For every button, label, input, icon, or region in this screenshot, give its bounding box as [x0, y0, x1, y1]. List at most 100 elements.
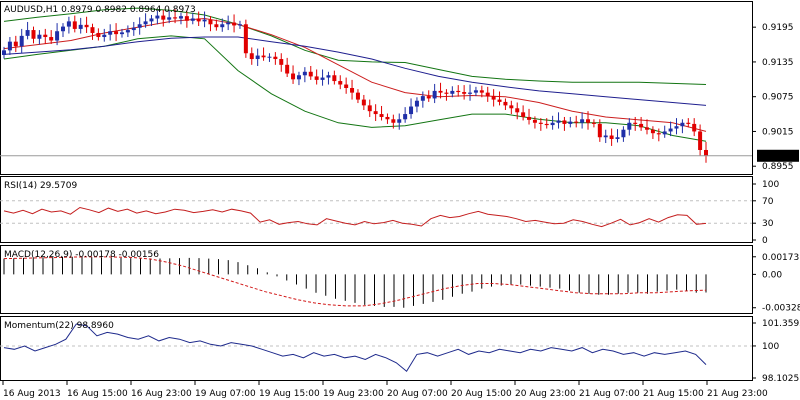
- momentum-line: [3, 323, 707, 373]
- candle-body: [7, 41, 12, 51]
- candle-body: [621, 129, 626, 138]
- candle-body: [704, 149, 708, 156]
- candle-body: [686, 122, 691, 124]
- candle-body: [550, 122, 555, 126]
- candle-body: [338, 81, 343, 85]
- candle-body: [479, 90, 484, 93]
- momentum-panel-title: Momentum(22) 98.8960: [4, 321, 114, 331]
- macd-tick-label: -0.00328: [762, 304, 800, 314]
- candle-body: [485, 92, 490, 97]
- candle-body: [597, 123, 602, 138]
- momentum-series: [3, 323, 707, 373]
- candle-body: [650, 129, 655, 134]
- candle-body: [90, 27, 95, 33]
- macd-signal-line: [3, 256, 707, 307]
- candle-body: [31, 30, 36, 39]
- candle-body: [568, 121, 573, 124]
- candle-body: [361, 99, 366, 106]
- candle-body: [267, 56, 272, 58]
- time-tick-label: 19 Aug 07:00: [195, 389, 256, 399]
- candle-body: [178, 16, 183, 19]
- momentum-tick-label: 101.3592: [762, 319, 800, 329]
- candle-body: [131, 27, 136, 31]
- candle-body: [173, 17, 178, 19]
- candle-body: [432, 90, 437, 99]
- rsi-panel-title: RSI(14) 29.5709: [4, 181, 77, 191]
- momentum-tick-label: 98.1025: [762, 374, 799, 384]
- candle-body: [645, 127, 650, 130]
- candle-body: [373, 111, 378, 115]
- candle-body: [586, 119, 591, 123]
- candle-body: [155, 15, 160, 19]
- candle-body: [149, 18, 154, 22]
- candle-body: [450, 90, 455, 94]
- candle-body: [143, 21, 148, 25]
- candle-body: [84, 24, 89, 28]
- candle-body: [96, 32, 101, 38]
- candle-body: [190, 18, 195, 21]
- rsi-series: [3, 206, 707, 228]
- time-tick-label: 21 Aug 23:00: [707, 389, 768, 399]
- candle-body: [226, 22, 231, 25]
- candle-body: [627, 122, 632, 130]
- candle-body: [527, 116, 532, 120]
- bollinger-lower-line: [3, 35, 707, 142]
- candle-body: [55, 31, 60, 41]
- candle-body: [426, 96, 431, 99]
- macd-histogram: [3, 256, 707, 308]
- candle-body: [456, 90, 461, 93]
- candle-body: [562, 120, 567, 124]
- candle-body: [438, 90, 443, 93]
- main-tick-label: 0.8955: [762, 162, 794, 172]
- candle-body: [273, 56, 278, 60]
- time-tick-label: 19 Aug 23:00: [323, 389, 384, 399]
- macd-panel-title: MACD(12,26,9) -0.00178 -0.00156: [4, 250, 159, 260]
- candle-body: [184, 16, 189, 21]
- candle-body: [420, 96, 425, 101]
- current-price-marker: [757, 149, 799, 162]
- time-tick-label: 20 Aug 23:00: [515, 389, 576, 399]
- momentum-y-axis: 101.3592 100 98.1025: [0, 319, 800, 384]
- candle-body: [674, 126, 679, 129]
- candle-body: [2, 50, 6, 55]
- candle-body: [379, 114, 384, 117]
- candle-body: [72, 21, 77, 29]
- candle-body: [237, 24, 242, 26]
- candle-body: [255, 55, 260, 60]
- candle-body: [532, 119, 537, 123]
- candle-body: [125, 30, 130, 33]
- momentum-panel-frame: [0, 316, 753, 381]
- candle-body: [662, 131, 667, 135]
- candle-body: [462, 92, 467, 94]
- main-tick-label: 0.9015: [762, 127, 794, 137]
- candle-body: [615, 137, 620, 139]
- candle-body: [202, 19, 207, 22]
- macd-y-axis: 0.00173 0.00 -0.00328: [752, 253, 800, 314]
- candle-body: [114, 31, 119, 35]
- candle-body: [544, 123, 549, 126]
- candle-body: [591, 122, 596, 124]
- candle-body: [491, 96, 496, 100]
- candle-body: [633, 122, 638, 124]
- candle-body: [60, 26, 65, 32]
- candle-body: [232, 22, 237, 26]
- main-panel-frame: [0, 1, 753, 175]
- time-tick-label: 16 Aug 23:00: [131, 389, 192, 399]
- candle-body: [285, 64, 290, 74]
- macd-tick-label: 0.00173: [762, 253, 799, 263]
- candle-body: [208, 19, 213, 25]
- rsi-tick-label: 70: [762, 197, 774, 207]
- current-price-label: 0.8973: [762, 152, 794, 162]
- candle-body: [119, 32, 124, 35]
- candle-body: [355, 92, 360, 100]
- time-tick-label: 16 Aug 2013: [3, 389, 61, 399]
- candle-body: [161, 15, 166, 20]
- candle-body: [66, 21, 71, 27]
- candle-body: [403, 114, 408, 120]
- candle-body: [220, 24, 225, 28]
- rsi-tick-label: 100: [762, 180, 779, 190]
- candle-body: [698, 131, 703, 150]
- rsi-tick-label: 30: [762, 219, 774, 229]
- candle-body: [25, 30, 30, 36]
- candle-body: [497, 99, 502, 102]
